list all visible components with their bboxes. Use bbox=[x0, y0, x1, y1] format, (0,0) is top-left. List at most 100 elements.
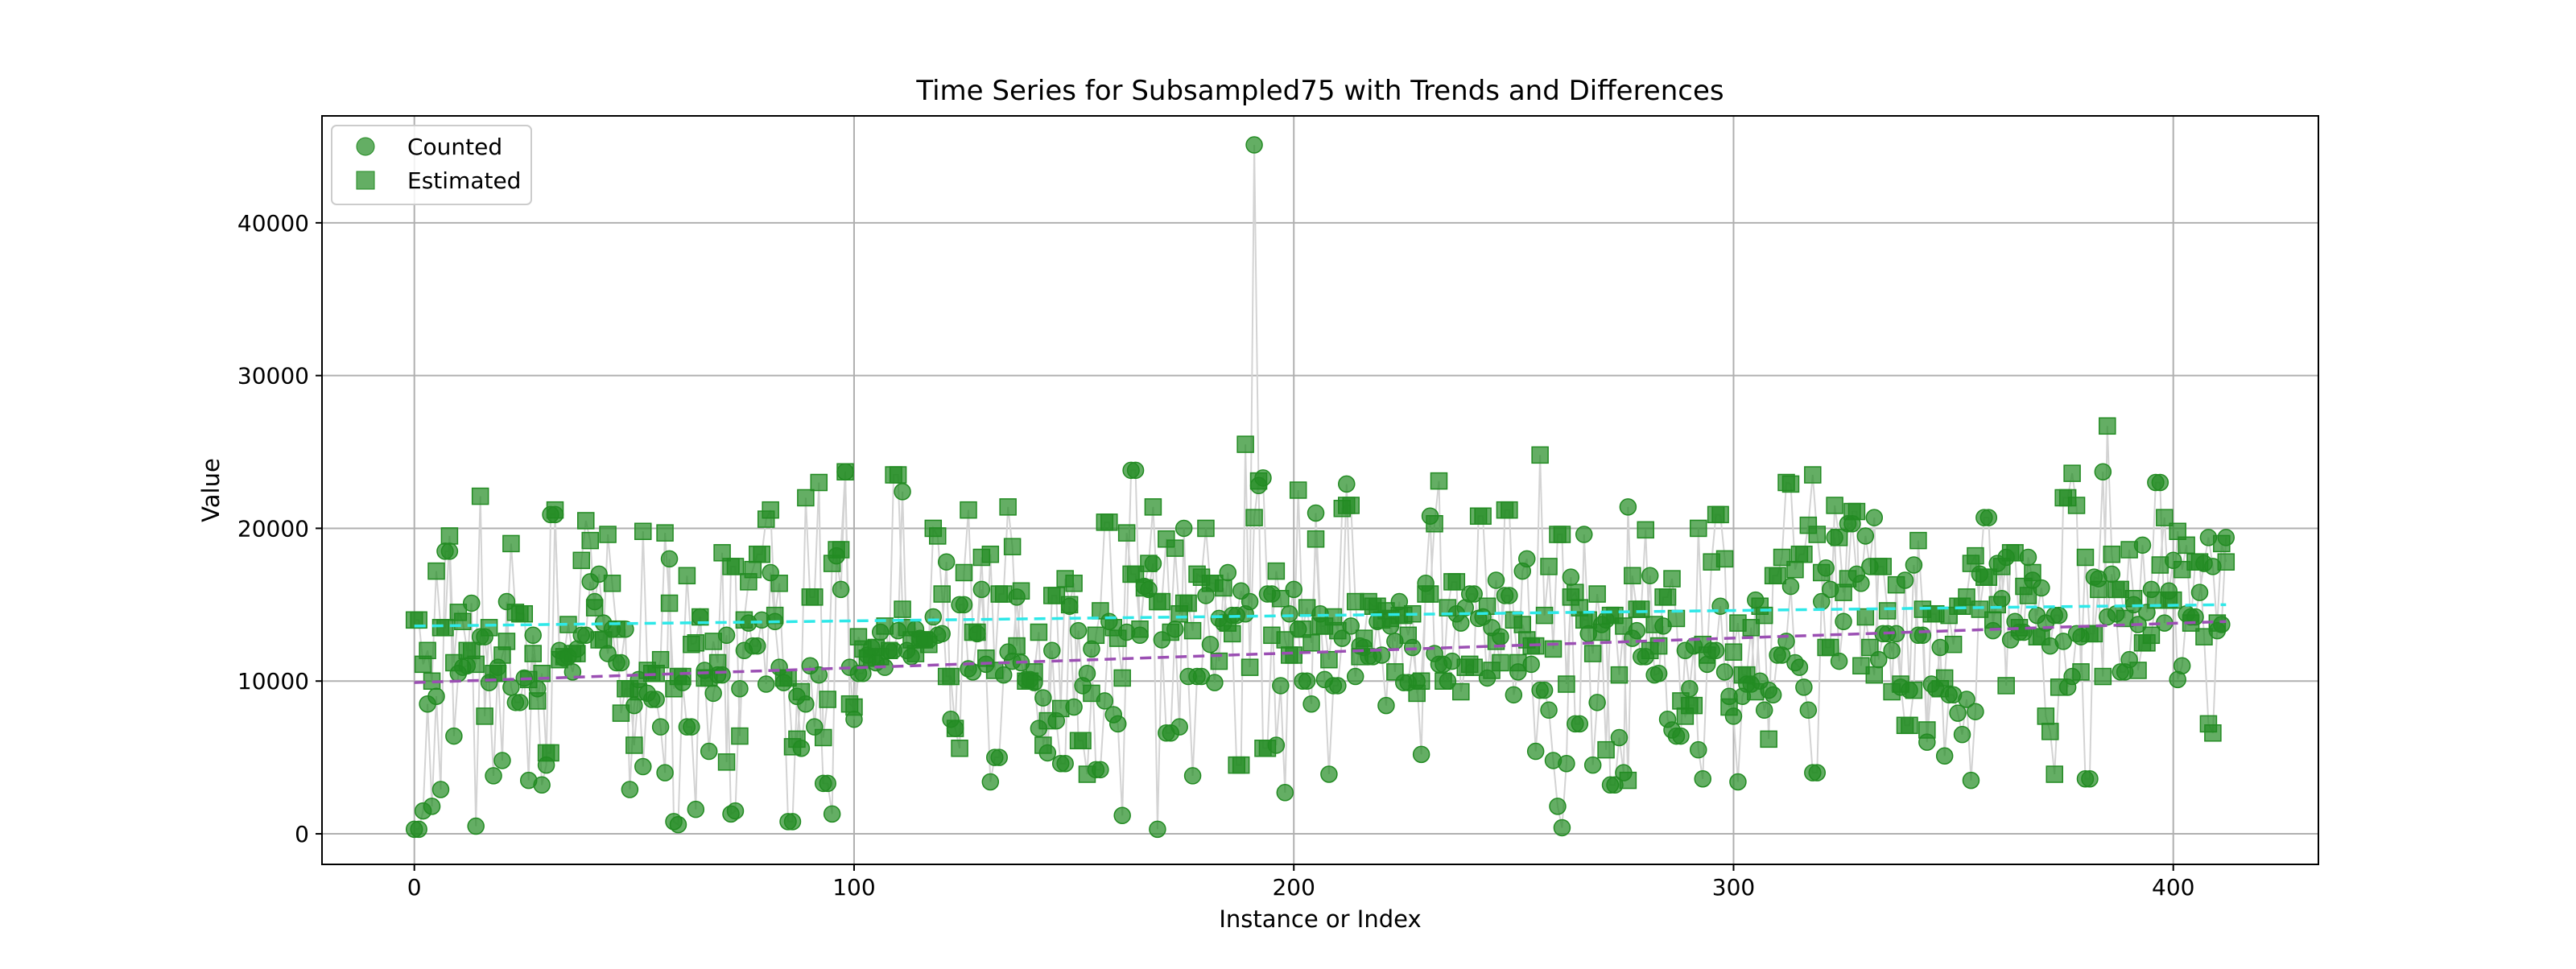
counted-point bbox=[933, 625, 951, 643]
counted-point bbox=[493, 752, 511, 769]
counted-point bbox=[1034, 689, 1052, 707]
counted-point bbox=[1781, 577, 1800, 596]
counted-point bbox=[955, 596, 973, 614]
counted-point bbox=[1263, 585, 1281, 603]
estimated-point bbox=[2099, 417, 2116, 435]
counted-point bbox=[1108, 715, 1127, 733]
estimated-point bbox=[1588, 585, 1606, 603]
counted-point bbox=[1949, 704, 1967, 722]
estimated-point bbox=[1179, 594, 1197, 612]
counted-point bbox=[1958, 691, 1975, 708]
estimated-point bbox=[942, 667, 960, 686]
counted-point bbox=[1861, 558, 1879, 575]
estimated-point bbox=[502, 534, 520, 553]
counted-point bbox=[1962, 771, 1980, 790]
counted-point bbox=[1421, 507, 1439, 526]
counted-point bbox=[1100, 612, 1118, 630]
estimated-point bbox=[1852, 657, 1870, 675]
counted-point bbox=[489, 658, 507, 676]
counted-point bbox=[1174, 519, 1193, 538]
counted-point bbox=[1412, 745, 1430, 764]
estimated-point bbox=[497, 633, 516, 650]
counted-point bbox=[894, 483, 911, 501]
estimated-point bbox=[1967, 546, 1984, 565]
counted-point bbox=[863, 638, 881, 657]
counted-point bbox=[2133, 536, 2152, 555]
counted-point bbox=[427, 687, 445, 705]
counted-point bbox=[2072, 628, 2090, 645]
counted-point bbox=[1540, 701, 1558, 720]
counted-point bbox=[783, 813, 802, 831]
estimated-point bbox=[1690, 519, 1707, 538]
estimated-point bbox=[599, 526, 617, 543]
estimated-point bbox=[454, 612, 472, 630]
counted-point bbox=[1764, 686, 1782, 704]
counted-point bbox=[1843, 515, 1861, 533]
counted-point bbox=[757, 675, 775, 693]
counted-point bbox=[1047, 711, 1065, 730]
estimated-point bbox=[1715, 550, 1734, 568]
estimated-point bbox=[471, 487, 489, 505]
estimated-point bbox=[1501, 501, 1518, 519]
counted-point bbox=[1452, 614, 1470, 632]
counted-point bbox=[972, 580, 991, 599]
counted-point bbox=[2103, 565, 2121, 583]
counted-point bbox=[1865, 509, 1884, 526]
estimated-point bbox=[1633, 600, 1650, 618]
counted-point bbox=[726, 802, 745, 820]
counted-point bbox=[1715, 663, 1734, 681]
counted-point bbox=[1883, 641, 1901, 660]
estimated-point bbox=[1786, 560, 1804, 579]
counted-point bbox=[1549, 798, 1567, 815]
estimated-point bbox=[1663, 570, 1681, 588]
counted-point bbox=[717, 626, 736, 645]
legend-counted-marker bbox=[356, 137, 375, 156]
counted-point bbox=[1799, 701, 1818, 720]
counted-point bbox=[1817, 559, 1835, 577]
estimated-point bbox=[2046, 765, 2063, 783]
estimated-point bbox=[1856, 608, 1875, 626]
estimated-point bbox=[1901, 716, 1918, 735]
counted-point bbox=[1390, 592, 1409, 611]
estimated-point bbox=[1465, 658, 1483, 676]
estimated-point bbox=[581, 531, 599, 550]
estimated-point bbox=[1047, 587, 1065, 604]
counted-point bbox=[1083, 640, 1100, 658]
estimated-point bbox=[1232, 756, 1250, 774]
estimated-point bbox=[612, 704, 630, 722]
estimated-point bbox=[933, 585, 951, 603]
estimated-point bbox=[410, 611, 427, 629]
estimated-point bbox=[1531, 446, 1549, 464]
counted-point bbox=[1615, 764, 1633, 781]
counted-point bbox=[1056, 754, 1074, 773]
estimated-point bbox=[1245, 509, 1263, 526]
counted-point bbox=[458, 657, 477, 675]
counted-trend-line bbox=[414, 620, 2227, 684]
counted-point bbox=[1637, 648, 1654, 666]
counted-point bbox=[687, 800, 705, 818]
counted-point bbox=[1826, 529, 1843, 546]
counted-point bbox=[2138, 604, 2156, 621]
counted-point bbox=[674, 674, 691, 691]
estimated-point bbox=[1003, 538, 1022, 555]
estimated-point bbox=[1567, 583, 1584, 601]
estimated-point bbox=[1760, 730, 1777, 748]
counted-point bbox=[1526, 742, 1545, 761]
counted-point bbox=[1311, 604, 1329, 623]
estimated-point bbox=[1126, 565, 1145, 583]
counted-point bbox=[1747, 591, 1765, 609]
counted-point bbox=[797, 695, 815, 713]
estimated-point bbox=[656, 524, 674, 542]
counted-point bbox=[467, 817, 485, 835]
counted-point bbox=[1575, 526, 1593, 543]
counted-point bbox=[1281, 604, 1298, 623]
counted-point bbox=[2160, 582, 2178, 600]
counted-point bbox=[1408, 672, 1426, 690]
counted-point bbox=[1869, 650, 1888, 669]
legend-box bbox=[331, 125, 532, 205]
estimated-point bbox=[1742, 619, 1761, 637]
estimated-point bbox=[1166, 539, 1184, 557]
counted-point bbox=[731, 679, 749, 698]
estimated-point bbox=[440, 527, 459, 545]
estimated-point bbox=[1447, 573, 1466, 591]
